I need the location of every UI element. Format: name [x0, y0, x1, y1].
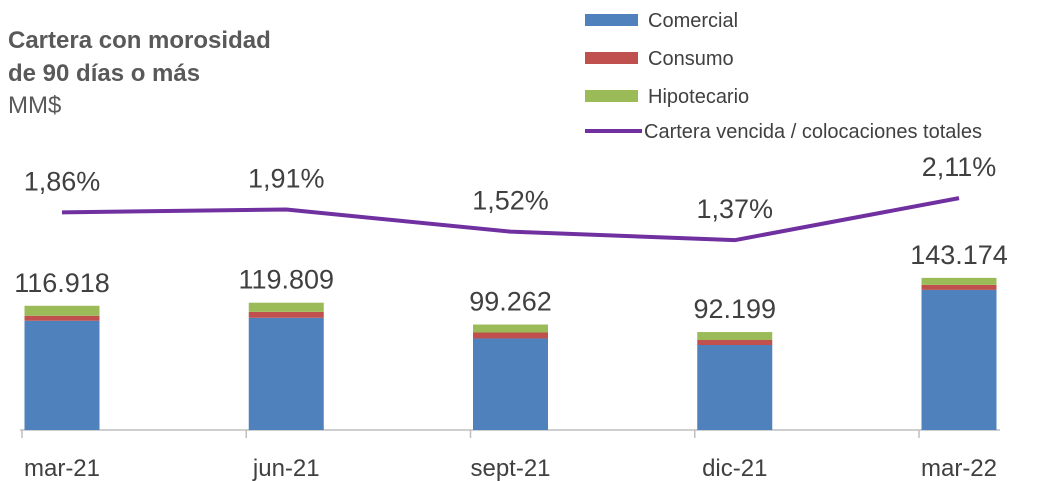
legend-label: Consumo [648, 48, 734, 70]
line [61, 196, 960, 243]
line-label: 1,86% [24, 166, 101, 196]
bar-segment [697, 340, 773, 346]
legend-label: Comercial [648, 10, 738, 32]
chart-title: de 90 días o más [8, 60, 200, 87]
x-tick-label: jun-21 [252, 455, 320, 481]
chart-subtitle: MM$ [8, 92, 61, 119]
legend-swatch [585, 14, 638, 26]
bar-segment [24, 320, 100, 430]
bar-segment [921, 277, 997, 285]
total-label: 92.199 [693, 294, 776, 324]
chart-title: Cartera con morosidad [8, 27, 271, 54]
total-label: 116.918 [14, 268, 110, 298]
total-label: 99.262 [469, 287, 552, 317]
legend-swatch [585, 52, 638, 64]
line-label: 1,52% [472, 186, 549, 216]
bar-segment [248, 302, 324, 312]
line-label: 1,91% [248, 164, 325, 194]
bar-segment [697, 332, 773, 341]
line-label: 1,37% [696, 194, 773, 224]
x-tick-label: dic-21 [702, 455, 767, 481]
bar-segment [921, 284, 997, 290]
legend-label: Cartera vencida / colocaciones totales [644, 121, 982, 143]
bar-segment [473, 324, 548, 333]
bar-segment [24, 305, 100, 316]
bar-segment [921, 289, 997, 430]
x-tick-label: mar-21 [24, 455, 100, 481]
bar-segment [248, 317, 324, 430]
x-tick-label: sept-21 [470, 455, 550, 481]
x-tick-label: mar-22 [921, 455, 997, 481]
line-label: 2,11% [922, 152, 997, 182]
bar-segment [473, 338, 548, 430]
bar-segment [248, 311, 324, 318]
bar-segment [473, 332, 548, 339]
bar-segment [697, 345, 773, 430]
total-label: 119.809 [238, 265, 334, 295]
legend-swatch [585, 90, 638, 102]
legend-label: Hipotecario [648, 86, 749, 108]
total-label: 143.174 [910, 240, 1008, 270]
bar-segment [24, 315, 100, 321]
